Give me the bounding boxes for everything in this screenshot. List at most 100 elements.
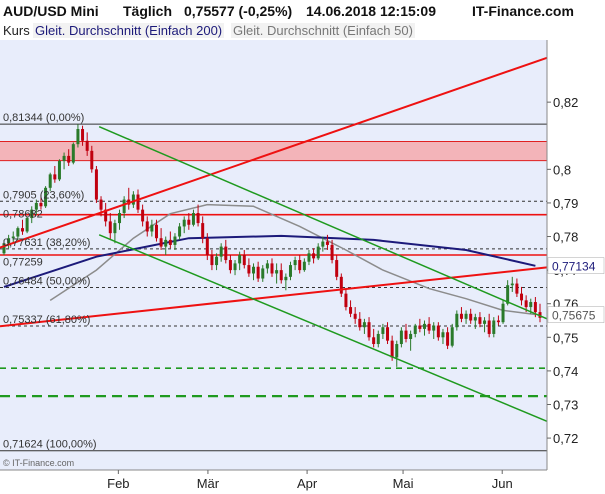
candle-body (219, 246, 223, 257)
x-tick-label: Apr (297, 476, 318, 491)
candle-body (302, 261, 306, 271)
candle-body (94, 169, 98, 200)
candle-body (496, 320, 500, 323)
candle-body (182, 219, 186, 227)
candle-body (48, 174, 52, 188)
candle-body (145, 221, 149, 232)
candle-body (515, 283, 519, 294)
candle-body (436, 325, 440, 338)
fib-label: 0,76484 (50,00%) (3, 275, 90, 287)
candle-body (520, 293, 524, 301)
candle-body (478, 317, 482, 324)
candle-body (11, 236, 15, 239)
title-bar: AUD/USD Mini Täglich 0,75577 (-0,25%) 14… (0, 0, 605, 22)
candle-body (122, 199, 126, 214)
resistance-zone (0, 141, 547, 161)
legend-sma50[interactable]: Gleit. Durchschnitt (Einfach 50) (231, 23, 415, 38)
watermark: © IT-Finance.com (3, 458, 74, 468)
sma200-line (3, 234, 536, 288)
candle-body (492, 320, 496, 334)
candle-body (464, 313, 468, 319)
last-value-label: 0,75675 (552, 309, 596, 323)
candle-body (335, 260, 339, 277)
datetime-label: 14.06.2018 12:15:09 (306, 3, 436, 19)
y-tick-label: 0,78 (553, 230, 578, 245)
candle-body (270, 263, 274, 274)
legend-sma200[interactable]: Gleit. Durchschnitt (Einfach 200) (33, 23, 225, 38)
candle-body (7, 238, 11, 244)
candle-body (238, 255, 242, 264)
candle-body (261, 268, 265, 279)
candle-body (450, 327, 454, 346)
period-label: Täglich (123, 3, 173, 19)
candle-body (506, 285, 510, 304)
candle-body (154, 224, 158, 239)
red-trendline (0, 266, 548, 328)
candle-body (487, 320, 491, 334)
red-trendline (0, 56, 548, 249)
candle-body (353, 313, 357, 319)
candle-body (279, 270, 283, 281)
candle-body (409, 333, 413, 339)
candle-body (34, 202, 38, 210)
candle-body (104, 209, 108, 222)
candle-body (386, 327, 390, 341)
candle-body (533, 302, 537, 313)
candle-body (344, 293, 348, 308)
candle-body (150, 224, 154, 232)
candle-body (413, 325, 417, 334)
candle-body (446, 332, 450, 346)
candle-body (196, 213, 200, 224)
fib-label: 0,75337 (61,80%) (3, 314, 90, 326)
level-label: 0,77259 (3, 256, 43, 268)
candle-body (538, 312, 542, 318)
candle-body (418, 325, 422, 329)
candle-body (362, 322, 366, 328)
candle-body (316, 246, 320, 259)
candle-body (432, 325, 436, 331)
y-tick-label: 0,73 (553, 397, 578, 412)
candle-body (224, 246, 228, 261)
candle-body (349, 307, 353, 314)
y-tick-label: 0,79 (553, 196, 578, 211)
candle-body (71, 144, 75, 163)
candle-body (395, 344, 399, 358)
fib-label: 0,71624 (100,00%) (3, 439, 97, 451)
candle-body (81, 129, 85, 141)
candle-body (53, 174, 57, 180)
candle-body (459, 313, 463, 319)
candle-body (44, 187, 48, 207)
candle-body (141, 209, 145, 222)
candle-body (164, 239, 168, 247)
x-tick-label: Jun (492, 476, 513, 491)
candle-body (293, 260, 297, 266)
candle-body (57, 160, 61, 180)
candle-body (39, 202, 43, 207)
candle-body (524, 300, 528, 308)
candle-body (159, 238, 163, 247)
legend-kurs[interactable]: Kurs (1, 23, 32, 38)
candle-body (265, 263, 269, 269)
green-trendline (98, 234, 548, 422)
candle-body (284, 276, 288, 281)
candle-body (469, 313, 473, 321)
candle-body (376, 333, 380, 345)
fib-label: 0,77631 (38,20%) (3, 237, 90, 249)
candle-body (118, 213, 122, 224)
x-tick-label: Mär (197, 476, 220, 491)
candle-body (242, 255, 246, 266)
candle-body (131, 194, 135, 205)
candle-body (339, 276, 343, 294)
candle-body (228, 260, 232, 271)
candle-body (205, 238, 209, 255)
candle-body (215, 256, 219, 266)
y-tick-label: 0,74 (553, 364, 578, 379)
candle-body (173, 236, 177, 245)
candle-body (483, 320, 487, 324)
candle-body (441, 332, 445, 338)
candle-body (288, 265, 292, 277)
candle-body (168, 239, 172, 245)
candle-body (325, 241, 329, 245)
candle-body (252, 266, 256, 274)
